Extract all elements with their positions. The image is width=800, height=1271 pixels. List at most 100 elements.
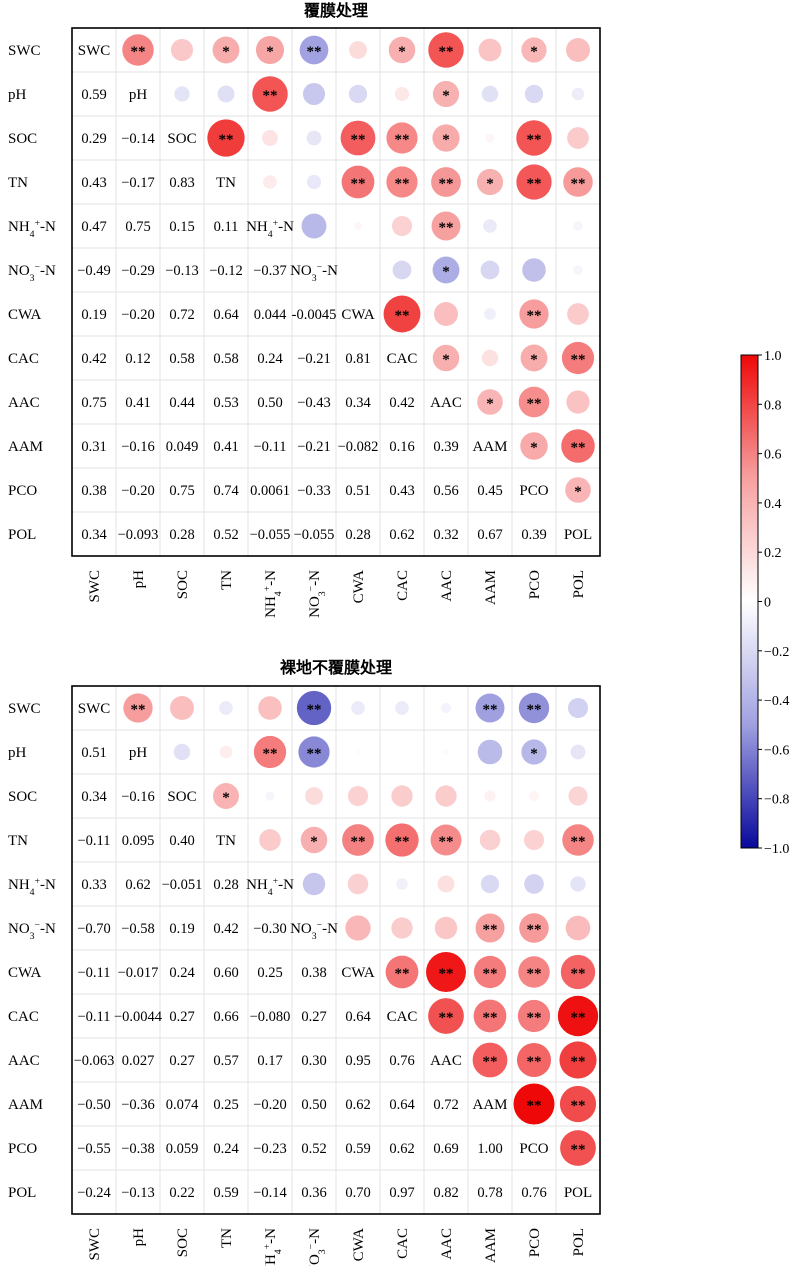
correlation-circle	[434, 302, 458, 326]
correlation-circle	[432, 80, 460, 108]
correlation-circle	[299, 35, 329, 65]
correlation-value: −0.36	[121, 1097, 155, 1113]
correlation-circle	[475, 693, 505, 723]
significance-marker: **	[527, 308, 542, 324]
row-label: NO3−-N	[8, 920, 56, 942]
correlation-value: −0.21	[297, 439, 331, 455]
correlation-value: 0.36	[301, 1185, 326, 1201]
colorbar-tick-label: −0.2	[764, 645, 789, 660]
significance-marker: **	[395, 176, 410, 192]
correlation-value: −0.12	[209, 263, 243, 279]
correlation-value: −0.50	[77, 1097, 111, 1113]
significance-marker: **	[219, 132, 234, 148]
significance-marker: **	[439, 44, 454, 60]
correlation-circle	[431, 211, 461, 241]
correlation-circle	[483, 219, 497, 233]
diagonal-label: NH4+-N	[246, 218, 294, 240]
correlation-circle	[570, 876, 586, 892]
correlation-circle	[219, 701, 233, 715]
correlation-value: 0.81	[345, 351, 370, 367]
correlation-value: 0.31	[81, 439, 106, 455]
correlation-circle	[396, 878, 408, 890]
correlation-circle	[345, 915, 371, 941]
correlation-value: 0.52	[301, 1141, 326, 1157]
correlation-circle	[521, 37, 547, 63]
correlation-circle	[259, 829, 281, 851]
correlation-value: 0.74	[213, 483, 239, 499]
correlation-value: 0.62	[389, 1141, 414, 1157]
correlation-circle	[559, 1085, 597, 1123]
column-label: SWC	[87, 1228, 103, 1261]
correlation-circle	[516, 1042, 552, 1078]
correlation-circle	[481, 85, 499, 103]
significance-marker: **	[527, 1098, 542, 1114]
correlation-value: 0.66	[213, 1009, 238, 1025]
significance-marker: *	[442, 88, 450, 104]
correlation-circle	[213, 783, 239, 809]
significance-marker: **	[483, 966, 498, 982]
row-label: CWA	[8, 965, 42, 981]
correlation-value: −0.11	[77, 833, 110, 849]
correlation-circle	[524, 84, 544, 104]
significance-marker: *	[398, 44, 406, 60]
correlation-value: 0.95	[345, 1053, 370, 1069]
correlation-circle	[516, 164, 552, 200]
column-label: AAC	[439, 570, 455, 602]
correlation-value: −0.38	[121, 1141, 155, 1157]
correlation-circle	[519, 913, 549, 943]
column-label: AAM	[483, 570, 499, 605]
significance-marker: **	[571, 834, 586, 850]
correlation-circle	[388, 36, 416, 64]
column-label: pH	[131, 570, 147, 589]
correlation-circle	[440, 702, 452, 714]
correlation-circle	[306, 174, 322, 190]
row-label: AAC	[8, 1053, 40, 1069]
correlation-circle	[434, 916, 458, 940]
correlation-circle	[573, 221, 583, 231]
correlation-circle	[351, 701, 365, 715]
correlation-circle	[217, 85, 235, 103]
significance-marker: **	[439, 220, 454, 236]
correlation-value: −0.17	[121, 175, 155, 191]
correlation-circle	[568, 786, 588, 806]
column-label: AAM	[483, 1228, 499, 1263]
correlation-value: −0.55	[77, 1141, 111, 1157]
row-label: AAC	[8, 395, 40, 411]
correlation-value: 0.34	[81, 789, 107, 805]
correlation-circle	[565, 477, 591, 503]
correlation-value: 0.39	[433, 439, 458, 455]
correlation-circle	[347, 785, 369, 807]
diagonal-label: SOC	[167, 789, 196, 805]
correlation-value: 0.19	[81, 307, 106, 323]
correlation-value: 0.76	[521, 1185, 546, 1201]
column-label: NO3−-N	[306, 570, 328, 618]
column-label: POL	[571, 570, 587, 598]
significance-marker: *	[266, 44, 274, 60]
correlation-circle	[520, 344, 548, 372]
correlation-value: 0.62	[125, 877, 150, 893]
column-label: CWA	[351, 1228, 367, 1262]
correlation-circle	[305, 787, 323, 805]
significance-marker: **	[263, 88, 278, 104]
row-label: CWA	[8, 307, 42, 323]
correlation-circle	[520, 432, 548, 460]
correlation-value: −0.055	[250, 527, 291, 543]
correlation-value: 0.57	[213, 1053, 238, 1069]
chart-title: 覆膜处理	[303, 1, 368, 20]
significance-marker: **	[395, 308, 410, 324]
correlation-circle	[567, 697, 589, 719]
row-label: POL	[8, 527, 36, 543]
correlation-value: 0.75	[81, 395, 106, 411]
correlation-value: 0.50	[301, 1097, 326, 1113]
row-label: POL	[8, 1185, 36, 1201]
correlation-value: 0.27	[301, 1009, 326, 1025]
correlation-value: 0.59	[345, 1141, 370, 1157]
correlation-circle	[395, 701, 409, 715]
correlation-value: 0.074	[166, 1097, 199, 1113]
correlation-value: −0.13	[121, 1185, 155, 1201]
correlation-value: 0.58	[169, 351, 194, 367]
correlation-circle	[432, 124, 460, 152]
correlation-value: 0.53	[213, 395, 238, 411]
significance-marker: **	[439, 1010, 454, 1026]
